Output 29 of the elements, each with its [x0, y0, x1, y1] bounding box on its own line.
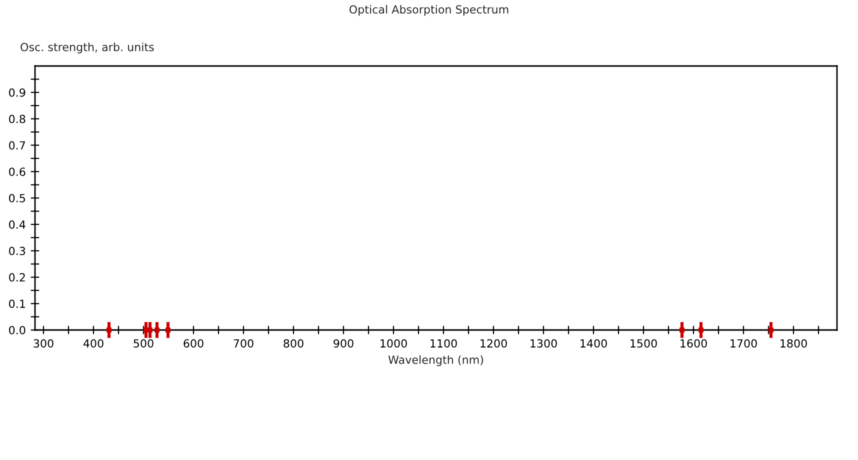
y-tick-label: 0.5 [9, 194, 25, 202]
x-tick-label: 500 [134, 339, 154, 348]
y-tick-label: 0.9 [9, 88, 26, 97]
x-tick-label: 1500 [630, 339, 657, 348]
y-tick-label: 0.3 [9, 246, 26, 256]
y-tick-label: 0.8 [9, 114, 26, 124]
y-tick-label: 0.1 [9, 300, 25, 308]
y-tick-label: 0.6 [9, 168, 26, 176]
x-tick-label: 1100 [430, 339, 457, 348]
x-tick-label: 1300 [530, 339, 557, 348]
y-tick-label: 0.0 [9, 326, 26, 334]
x-tick-label: 900 [334, 339, 354, 348]
y-tick-label: 0.7 [9, 141, 26, 150]
x-tick-label: 1700 [730, 339, 757, 348]
x-axis-title: Wavelength (nm) [388, 355, 484, 366]
x-tick-label: 1600 [680, 339, 707, 348]
x-tick-label: 1800 [780, 339, 807, 348]
y-tick-label: 0.4 [9, 220, 26, 229]
x-tick-label: 600 [184, 339, 204, 348]
x-tick-label: 1400 [580, 339, 607, 348]
y-tick-label: 0.2 [9, 273, 25, 282]
x-tick-label: 300 [34, 339, 54, 348]
y-axis-title: Osc. strength, arb. units [20, 42, 154, 54]
x-tick-label: 1200 [480, 339, 507, 348]
x-tick-label: 1000 [380, 339, 407, 348]
x-tick-label: 800 [284, 339, 304, 348]
chart-title: Optical Absorption Spectrum [349, 5, 508, 16]
x-tick-label: 400 [83, 339, 104, 348]
x-tick-label: 700 [234, 339, 254, 348]
